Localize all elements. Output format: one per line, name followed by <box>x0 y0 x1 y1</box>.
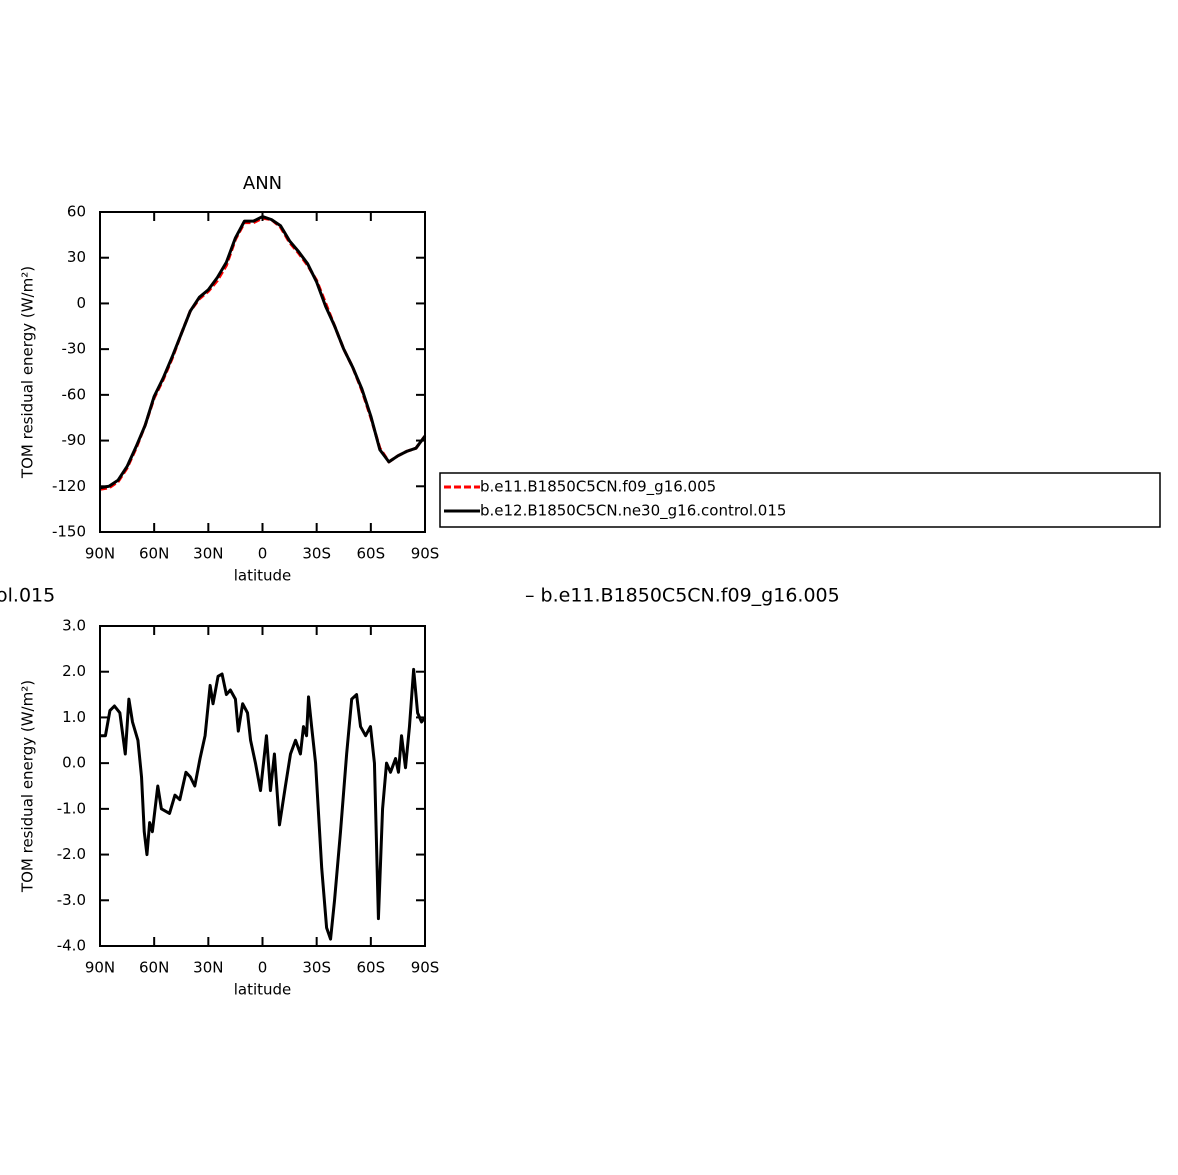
y-tick-label: -60 <box>62 385 87 403</box>
y-tick-label: 3.0 <box>62 617 86 635</box>
x-axis-label: latitude <box>234 567 292 585</box>
chart-title: – b.e11.B1850C5CN.f09_g16.005 <box>525 585 840 607</box>
y-tick-label: -120 <box>52 477 86 495</box>
x-tick-label: 60S <box>357 959 386 977</box>
data-line <box>100 667 427 941</box>
y-tick-label: -1.0 <box>57 799 86 817</box>
y-tick-label: -90 <box>62 431 87 449</box>
y-tick-label: 30 <box>67 248 86 266</box>
x-axis-label: latitude <box>234 981 292 999</box>
x-tick-label: 60N <box>139 545 169 563</box>
x-tick-label: 90N <box>85 545 115 563</box>
x-tick-label: 90S <box>411 545 440 563</box>
x-tick-label: 60S <box>357 545 386 563</box>
x-tick-label: 30S <box>302 545 331 563</box>
y-axis-label: TOM residual energy (W/m²) <box>19 266 37 479</box>
y-tick-label: 0.0 <box>62 754 86 772</box>
legend-label: b.e11.B1850C5CN.f09_g16.005 <box>480 478 716 497</box>
data-line <box>99 215 427 490</box>
legend-box <box>439 472 1161 528</box>
x-tick-label: 90N <box>85 959 115 977</box>
y-tick-label: 0 <box>76 294 86 312</box>
y-tick-label: 60 <box>67 203 86 221</box>
y-tick-label: -2.0 <box>57 845 86 863</box>
chart-title: ol.015 <box>0 585 55 607</box>
y-tick-label: 1.0 <box>62 708 86 726</box>
x-tick-label: 30N <box>193 545 223 563</box>
y-tick-label: 2.0 <box>62 662 86 680</box>
x-tick-label: 90S <box>411 959 440 977</box>
y-axis-label: TOM residual energy (W/m²) <box>19 680 37 893</box>
y-tick-label: -150 <box>52 523 86 541</box>
x-tick-label: 60N <box>139 959 169 977</box>
x-tick-label: 30S <box>302 959 331 977</box>
plot-frame <box>99 211 426 533</box>
y-tick-label: -4.0 <box>57 937 86 955</box>
x-tick-label: 0 <box>258 545 268 563</box>
data-line <box>99 216 427 491</box>
x-tick-label: 30N <box>193 959 223 977</box>
y-tick-label: -3.0 <box>57 891 86 909</box>
x-tick-label: 0 <box>258 959 268 977</box>
y-tick-label: -30 <box>62 340 87 358</box>
chart-title: ANN <box>243 173 282 194</box>
legend-label: b.e12.B1850C5CN.ne30_g16.control.015 <box>480 502 786 521</box>
